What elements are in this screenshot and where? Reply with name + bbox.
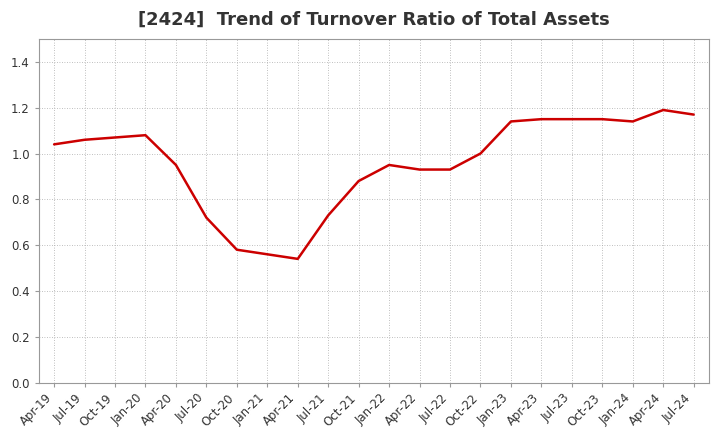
Title: [2424]  Trend of Turnover Ratio of Total Assets: [2424] Trend of Turnover Ratio of Total … [138, 11, 610, 29]
